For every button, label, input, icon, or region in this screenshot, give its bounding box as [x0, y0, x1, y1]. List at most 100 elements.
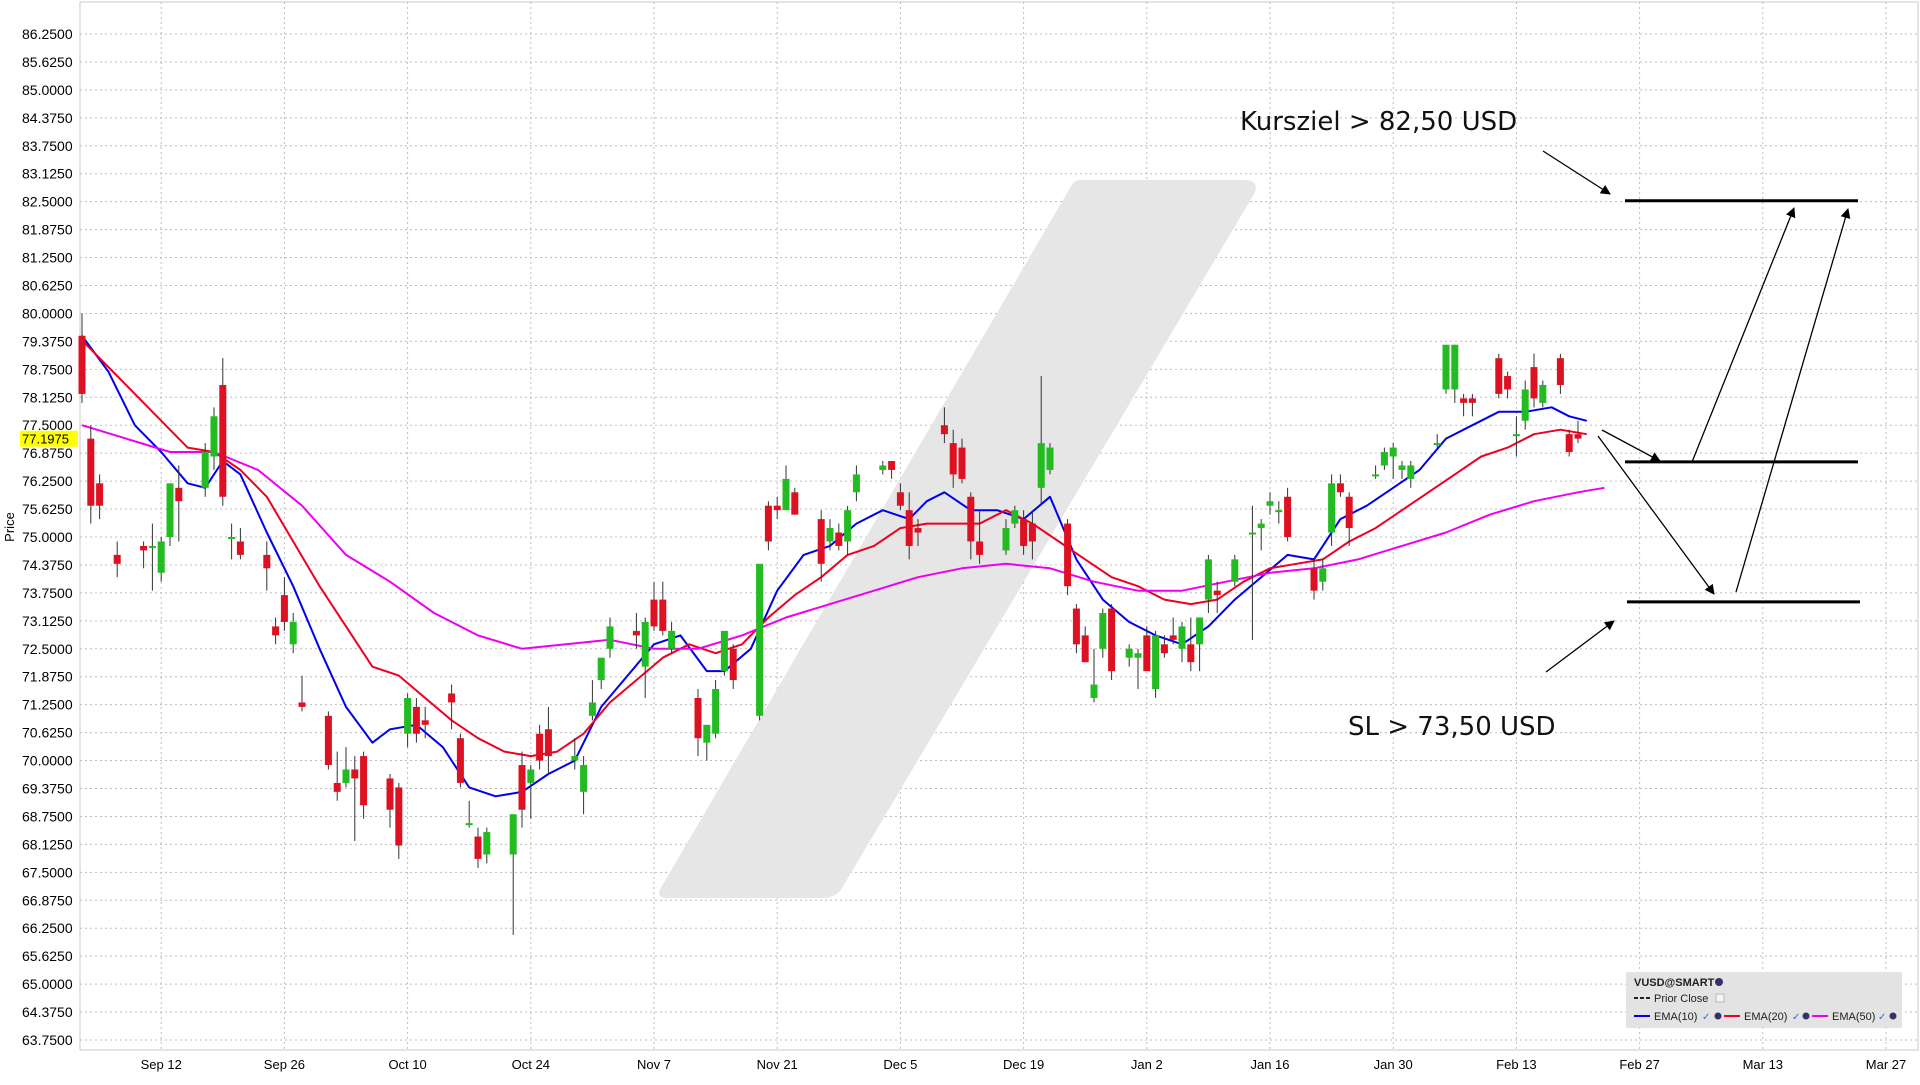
candle-body — [96, 483, 104, 506]
candle-body — [1284, 496, 1292, 537]
candle-body — [826, 528, 834, 542]
ema20-settings-icon[interactable] — [1802, 1012, 1810, 1020]
candle-body — [756, 563, 764, 716]
y-tick-label: 70.0000 — [22, 753, 73, 769]
candle — [333, 751, 341, 801]
candle-body — [456, 738, 464, 783]
candle — [342, 747, 350, 788]
candle-body — [852, 474, 860, 493]
candle — [1512, 416, 1520, 457]
candle — [544, 706, 552, 774]
candle — [588, 680, 596, 721]
candle — [1284, 487, 1292, 542]
candle — [1152, 630, 1160, 698]
candle — [219, 358, 227, 506]
candle-body — [1125, 648, 1133, 658]
candle — [1134, 648, 1142, 690]
candle — [1504, 371, 1512, 399]
ema10-settings-icon[interactable] — [1714, 1012, 1722, 1020]
candle-body — [78, 335, 86, 394]
candle — [1125, 644, 1133, 667]
candle — [1178, 621, 1186, 663]
candle-body — [712, 689, 720, 734]
candle — [905, 492, 913, 560]
candle-body — [1002, 528, 1010, 551]
y-tick-label: 82.5000 — [22, 194, 73, 210]
candle — [1380, 447, 1388, 470]
candle — [456, 733, 464, 788]
check-icon[interactable]: ✓ — [1878, 1012, 1886, 1023]
candle-body — [324, 715, 332, 766]
candle-body — [386, 778, 394, 810]
candle-body — [236, 541, 244, 555]
candle-body — [1143, 635, 1151, 672]
candle-body — [448, 693, 456, 703]
candle-body — [1310, 568, 1318, 591]
candle-body — [1328, 483, 1336, 533]
candle — [1266, 492, 1274, 515]
candle-body — [1231, 559, 1239, 582]
prior-close-checkbox[interactable] — [1715, 993, 1725, 1003]
y-tick-label: 65.0000 — [22, 976, 73, 992]
candle-body — [1108, 608, 1116, 672]
target-annotation: Kursziel > 82,50 USD — [1240, 107, 1517, 137]
candle — [940, 407, 948, 444]
candle-body — [940, 425, 948, 435]
candle-body — [272, 626, 280, 636]
candle-body — [1512, 434, 1520, 437]
y-tick-label: 75.0000 — [22, 529, 73, 545]
candle — [1460, 393, 1468, 417]
candle-body — [896, 492, 904, 506]
candle-body — [148, 545, 156, 548]
x-tick-label: Dec 19 — [1003, 1057, 1044, 1072]
candle — [1213, 581, 1221, 614]
candle-body — [1275, 510, 1283, 513]
candle-body — [298, 702, 306, 707]
candle-body — [764, 505, 772, 542]
legend-settings-icon[interactable] — [1715, 978, 1723, 986]
candle — [949, 429, 957, 488]
candle — [1099, 608, 1107, 658]
candle — [96, 474, 104, 520]
y-tick-label: 79.3750 — [22, 333, 73, 349]
y-tick-label: 73.1250 — [22, 613, 73, 629]
plot-frame — [79, 1, 1919, 1051]
candle-body — [817, 519, 825, 564]
candle — [1231, 554, 1239, 587]
candle — [1196, 617, 1204, 672]
y-tick-label: 78.7500 — [22, 361, 73, 377]
candle — [228, 523, 236, 560]
y-tick-label: 72.5000 — [22, 641, 73, 657]
candle-body — [773, 505, 781, 511]
x-tick-label: Dec 5 — [883, 1057, 917, 1072]
y-tick-label: 74.3750 — [22, 557, 73, 573]
candle — [1495, 353, 1503, 399]
y-tick-label: 81.8750 — [22, 222, 73, 238]
candle — [210, 407, 218, 470]
annotation-arrow — [1735, 208, 1851, 593]
candle-body — [1504, 376, 1512, 390]
y-tick-label: 64.3750 — [22, 1004, 73, 1020]
candle-body — [228, 537, 236, 539]
candle — [386, 773, 394, 828]
candle — [324, 711, 332, 770]
candle-body — [342, 769, 350, 783]
candle — [1108, 604, 1116, 681]
check-icon[interactable]: ✓ — [1702, 1012, 1710, 1023]
check-icon[interactable]: ✓ — [1792, 1012, 1800, 1023]
candle — [1257, 519, 1265, 551]
y-tick-label: 84.3750 — [22, 110, 73, 126]
candle — [668, 621, 676, 654]
candle-body — [1046, 447, 1054, 470]
candle — [1002, 519, 1010, 555]
candle-body — [113, 554, 121, 564]
candle — [175, 465, 183, 542]
candle-body — [1565, 434, 1573, 453]
candle — [659, 581, 667, 636]
candle-body — [1433, 443, 1441, 446]
candle — [791, 487, 799, 515]
y-tick-label: 83.7500 — [22, 138, 73, 154]
ema50-settings-icon[interactable] — [1889, 1012, 1897, 1020]
